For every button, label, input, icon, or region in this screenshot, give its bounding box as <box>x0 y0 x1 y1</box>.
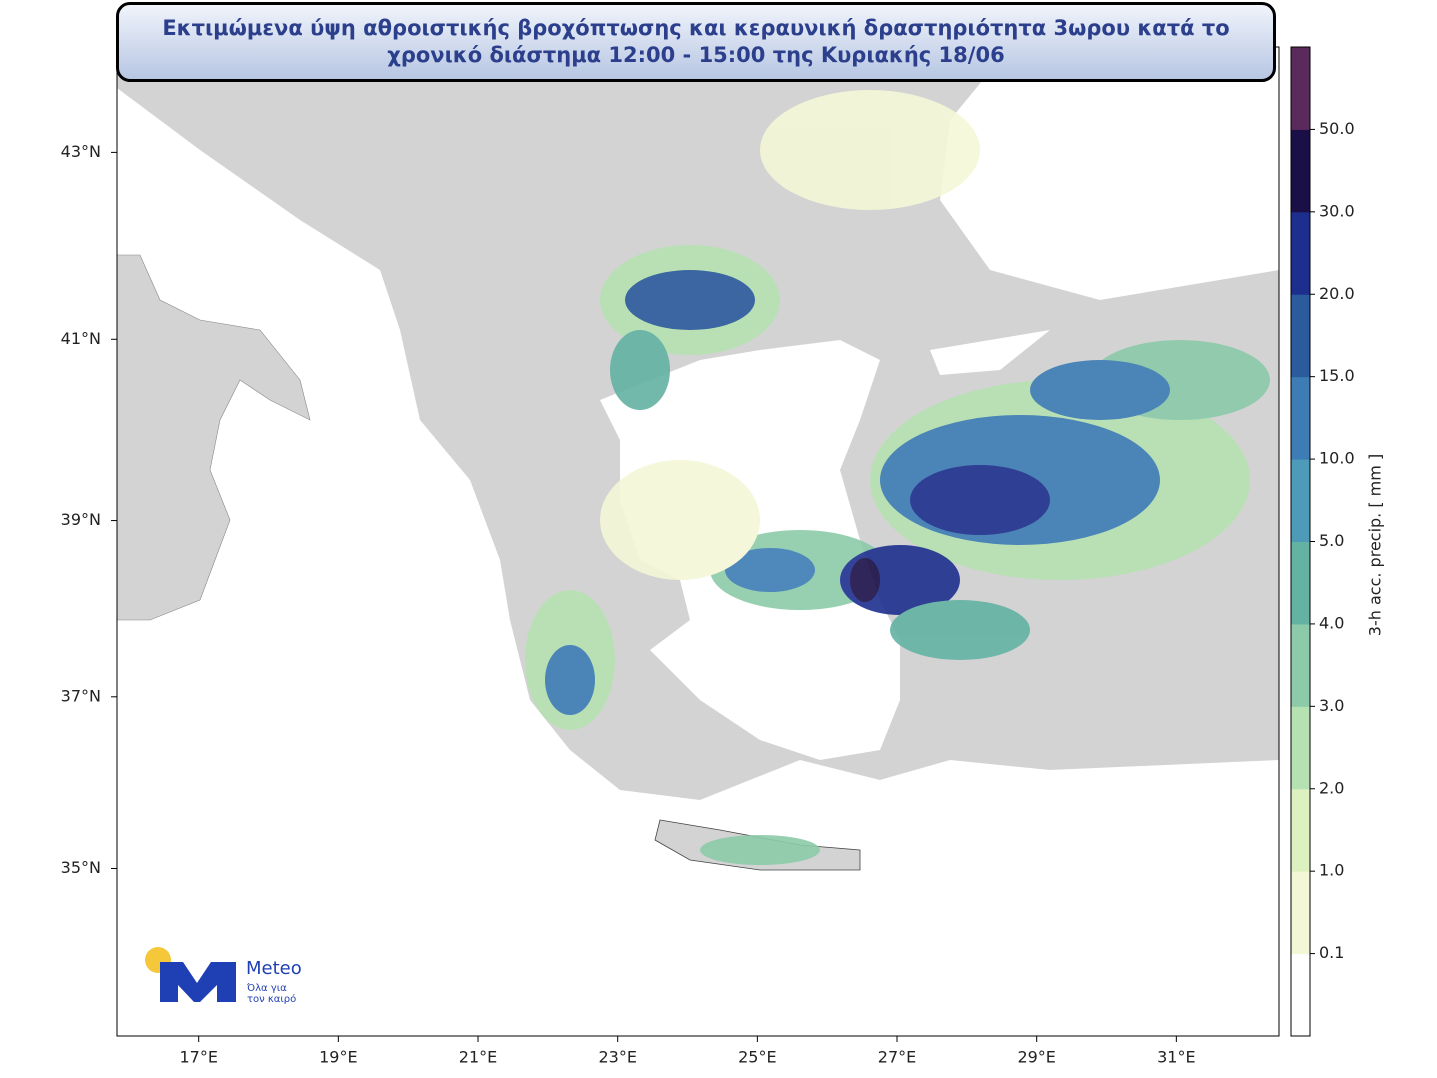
colorbar-segment <box>1291 211 1310 295</box>
colorbar-segment <box>1291 788 1310 872</box>
colorbar-tick-label: 2.0 <box>1319 778 1344 797</box>
colorbar-tick-label: 0.1 <box>1319 943 1344 962</box>
x-tick-label: 21°E <box>459 1048 497 1067</box>
colorbar-tick-label: 50.0 <box>1319 119 1355 138</box>
precip-field <box>525 90 1270 865</box>
colorbar-tick-label: 10.0 <box>1319 449 1355 468</box>
colorbar-segment <box>1291 459 1310 542</box>
marmara-sea <box>930 330 1050 375</box>
logo: Meteo Όλα για τον καιρό <box>145 947 302 1005</box>
logo-tagline: τον καιρό <box>247 993 296 1005</box>
colorbar-segment <box>1291 376 1310 460</box>
colorbar-segment <box>1291 47 1310 130</box>
colorbar-segment <box>1291 294 1310 378</box>
colorbar-tick-label: 3.0 <box>1319 696 1344 715</box>
title: Εκτιμώμενα ύψη αθροιστικής βροχόπτωσης κ… <box>162 16 1230 67</box>
colorbar-segment <box>1291 871 1310 955</box>
colorbar-tick-label: 30.0 <box>1319 201 1355 220</box>
colorbar-segment <box>1291 541 1310 625</box>
x-tick-label: 31°E <box>1157 1048 1195 1067</box>
y-tick-label: 41°N <box>61 329 101 348</box>
logo-tagline: Όλα για <box>246 982 287 994</box>
x-tick-label: 25°E <box>738 1048 776 1067</box>
x-tick-label: 29°E <box>1017 1048 1055 1067</box>
y-tick-label: 37°N <box>61 686 101 705</box>
colorbar-segment <box>1291 623 1310 707</box>
x-tick-label: 27°E <box>878 1048 916 1067</box>
colorbar-tick-label: 20.0 <box>1319 284 1355 303</box>
black-sea <box>940 47 1279 300</box>
x-tick-label: 19°E <box>319 1048 357 1067</box>
x-tick-label: 23°E <box>598 1048 636 1067</box>
colorbar-tick-label: 5.0 <box>1319 531 1344 550</box>
logo-m <box>160 962 236 1002</box>
colorbar-tick-label: 15.0 <box>1319 366 1355 385</box>
colorbar-segment <box>1291 706 1310 790</box>
colorbar-segment <box>1291 953 1310 1037</box>
logo-name: Meteo <box>246 958 302 979</box>
title-box: Εκτιμώμενα ύψη αθροιστικής βροχόπτωσης κ… <box>116 2 1276 82</box>
italy <box>116 254 311 621</box>
sea <box>117 88 1279 1036</box>
y-tick-label: 39°N <box>61 510 101 529</box>
y-tick-label: 43°N <box>61 142 101 161</box>
y-tick-label: 35°N <box>61 858 101 877</box>
colorbar-segment <box>1291 129 1310 213</box>
colorbar-label: 3-h acc. precip. [ mm ] <box>1366 454 1385 636</box>
x-tick-label: 17°E <box>179 1048 217 1067</box>
colorbar-tick-label: 4.0 <box>1319 613 1344 632</box>
colorbar-tick-label: 1.0 <box>1319 861 1344 880</box>
